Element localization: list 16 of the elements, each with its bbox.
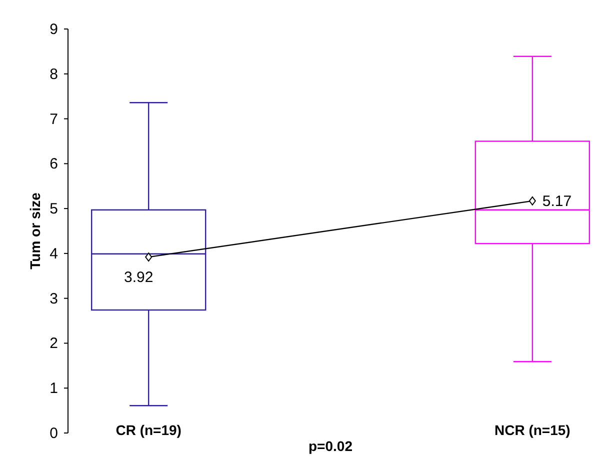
x-tick-label: NCR (n=15): [494, 422, 570, 438]
y-tick-label: 2: [50, 335, 58, 352]
text: p=0.02: [308, 438, 353, 454]
y-tick-label: 0: [50, 425, 58, 442]
y-tick-label: 7: [50, 110, 58, 128]
y-tick-label: 8: [50, 66, 58, 83]
y-tick-label: 5: [50, 200, 58, 218]
y-axis-title: Tum or size: [27, 192, 43, 270]
y-tick-label: 6: [50, 156, 58, 173]
data-label: 3.92: [124, 269, 154, 286]
x-tick-label: CR (n=19): [116, 422, 182, 438]
y-tick-label: 3: [50, 290, 58, 308]
data-label: 5.17: [542, 192, 572, 210]
y-tick-label: 9: [50, 21, 58, 38]
y-tick-label: 4: [50, 245, 58, 262]
y-tick-label: 1: [50, 380, 58, 398]
